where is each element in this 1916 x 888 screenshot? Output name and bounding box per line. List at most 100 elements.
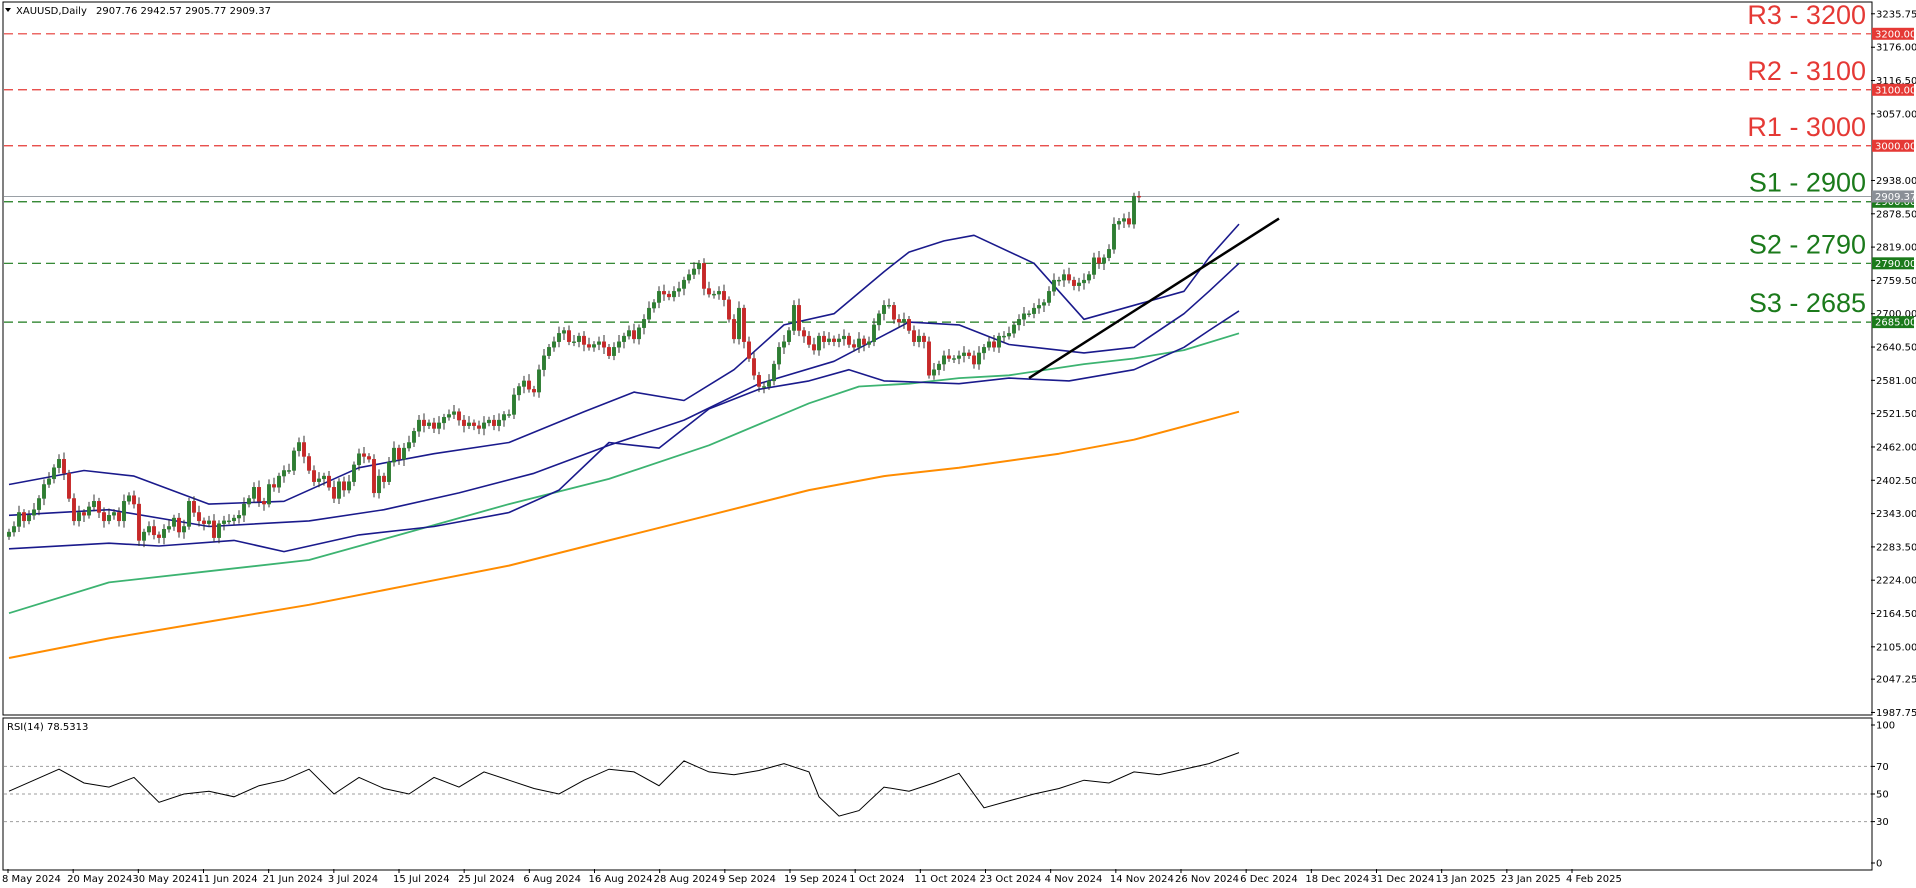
bull-candle-body <box>817 335 822 351</box>
candlestick <box>682 276 687 296</box>
bull-candle-body <box>487 419 492 424</box>
candlestick <box>937 360 942 376</box>
chart-header-ohlc: 2907.76 2942.57 2905.77 2909.37 <box>96 6 271 17</box>
bull-candle-body <box>241 503 246 516</box>
candlestick <box>417 415 422 437</box>
bull-candle-body <box>322 475 327 480</box>
candlestick <box>141 528 146 548</box>
candlestick <box>522 375 527 394</box>
bear-candle-body <box>807 335 812 345</box>
level-lines <box>4 33 1871 323</box>
bull-candle-body <box>267 484 272 505</box>
bull-candle-body <box>206 520 211 524</box>
bear-candle-body <box>101 512 106 522</box>
candlestick <box>81 509 86 522</box>
resistance-price-badge-label: 3000.00 <box>1875 141 1916 152</box>
candlestick <box>1026 310 1031 318</box>
time-tick-label: 26 Nov 2024 <box>1175 874 1239 885</box>
candlestick <box>727 296 732 323</box>
candlestick <box>236 510 241 524</box>
candlestick <box>1066 267 1071 284</box>
candlestick <box>262 497 267 511</box>
bull-candle-body <box>1086 274 1091 281</box>
time-tick-label: 9 Sep 2024 <box>719 874 776 885</box>
bull-candle-body <box>962 352 967 356</box>
candlestick <box>191 496 196 517</box>
price-tick-label: 1987.75 <box>1876 708 1916 719</box>
candlestick <box>402 443 407 466</box>
candlestick <box>1076 277 1081 292</box>
bull-candle-body <box>277 475 282 488</box>
candlestick <box>76 505 81 527</box>
candlestick <box>71 493 76 526</box>
candlestick <box>912 325 917 347</box>
price-tick-label: 2105.00 <box>1876 642 1916 653</box>
time-tick-label: 6 Aug 2024 <box>523 874 581 885</box>
candlestick <box>952 355 957 363</box>
candlestick <box>707 281 712 298</box>
candlestick <box>752 351 757 380</box>
candlestick <box>882 300 887 321</box>
candlestick <box>382 472 387 489</box>
candlestick <box>347 474 352 494</box>
bear-candle-body <box>302 442 307 457</box>
candlestick <box>747 336 752 362</box>
bear-candle-body <box>66 473 71 499</box>
bull-candle-body <box>767 380 772 387</box>
candlestick <box>121 494 126 528</box>
time-tick-label: 21 Jun 2024 <box>263 874 323 885</box>
bull-candle-body <box>402 447 407 460</box>
bull-candle-body <box>161 529 166 538</box>
candlestick <box>877 310 882 331</box>
support-price-badge-label: 2900.00 <box>1875 197 1916 208</box>
candlestick <box>702 258 707 296</box>
candlestick <box>62 452 67 480</box>
bull-candle-body <box>387 461 392 482</box>
bear-candle-body <box>327 475 332 488</box>
candlestick <box>226 514 231 525</box>
bull-candle-body <box>442 417 447 424</box>
bull-candle-body <box>997 335 1002 348</box>
bear-candle-body <box>201 520 206 524</box>
bull-candle-body <box>1091 257 1096 275</box>
bull-candle-body <box>1041 302 1046 306</box>
collapse-triangle-icon[interactable] <box>5 8 11 12</box>
bull-candle-body <box>1046 291 1051 303</box>
bull-candle-body <box>1012 324 1017 334</box>
bull-candle-body <box>317 478 322 482</box>
bear-candle-body <box>607 347 612 356</box>
candlestick <box>22 509 27 528</box>
bull-candle-body <box>652 302 657 309</box>
bull-candle-body <box>502 414 507 421</box>
candlestick <box>962 346 967 363</box>
bull-candle-body <box>6 531 11 537</box>
bear-candle-body <box>156 534 161 538</box>
bear-candle-body <box>922 335 927 342</box>
bear-candle-body <box>492 419 497 426</box>
bull-candle-body <box>106 515 111 522</box>
bull-candle-body <box>32 509 37 516</box>
support-price-badge-label: 2790.00 <box>1875 259 1916 270</box>
time-tick-label: 6 Dec 2024 <box>1240 874 1298 885</box>
candlestick <box>662 284 667 301</box>
resistance-level-label: R3 - 3200 <box>1747 0 1866 30</box>
bear-candle-body <box>397 447 402 460</box>
candlestick <box>146 521 151 536</box>
bull-candle-body <box>642 319 647 328</box>
candlestick <box>352 461 357 487</box>
candlestick <box>787 327 792 346</box>
bear-candle-body <box>362 453 367 457</box>
candlestick <box>272 477 277 492</box>
candlestick <box>772 360 777 386</box>
price-panel[interactable]: R3 - 3200 R2 - 3100 R1 - 3000 S1 - 2900 S2 -… <box>2 0 1873 716</box>
candlestick <box>552 336 557 352</box>
candlestick <box>277 472 282 493</box>
bear-candle-body <box>947 355 952 359</box>
bull-candle-body <box>1031 307 1036 314</box>
candlestick <box>327 471 332 491</box>
candlestick <box>392 441 397 467</box>
candlestick <box>737 301 742 345</box>
candlestick <box>32 502 37 520</box>
candlestick <box>997 332 1002 353</box>
